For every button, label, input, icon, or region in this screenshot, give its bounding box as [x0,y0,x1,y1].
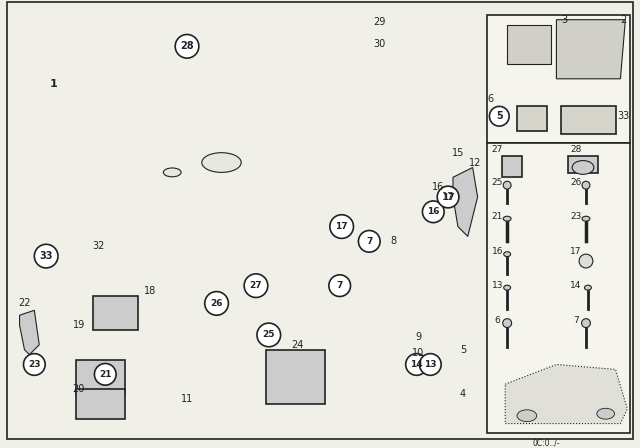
Text: 26: 26 [570,178,582,187]
Circle shape [35,244,58,268]
Ellipse shape [202,153,241,172]
Polygon shape [20,310,39,355]
Text: 7: 7 [366,237,372,246]
Bar [76,360,125,394]
Circle shape [24,353,45,375]
Text: 3: 3 [561,15,567,25]
Text: 21: 21 [492,212,503,221]
Text: 11: 11 [181,394,193,404]
Text: 5: 5 [460,345,466,355]
Circle shape [95,363,116,385]
Text: 7: 7 [573,316,579,325]
Text: 12: 12 [470,158,482,168]
Ellipse shape [504,285,511,290]
Polygon shape [35,30,438,306]
Text: 21: 21 [99,370,111,379]
Text: 25: 25 [262,331,275,340]
Text: 17: 17 [442,193,454,202]
Text: 28: 28 [180,41,194,52]
Text: 23: 23 [28,360,40,369]
Ellipse shape [584,285,591,290]
Text: 1: 1 [50,79,58,89]
Text: 13: 13 [424,360,436,369]
Circle shape [422,201,444,223]
Bar [568,155,598,173]
Bar [266,350,325,404]
Text: 28: 28 [570,145,582,154]
Text: 29: 29 [373,17,385,27]
Text: 33: 33 [617,111,630,121]
Text: 14: 14 [570,281,582,290]
Circle shape [175,34,199,58]
Circle shape [257,323,280,347]
Text: 13: 13 [492,281,503,290]
Polygon shape [453,168,477,237]
Text: 23: 23 [570,212,582,221]
Bar [76,389,125,418]
Ellipse shape [582,319,591,327]
Text: 19: 19 [72,320,84,330]
Text: 17: 17 [335,222,348,231]
Text: 22: 22 [18,298,31,308]
Text: 9: 9 [415,332,422,342]
Text: 6: 6 [495,316,500,325]
Ellipse shape [503,181,511,189]
Ellipse shape [504,252,511,257]
Circle shape [244,274,268,297]
Bar [93,296,138,330]
Polygon shape [556,20,625,79]
Circle shape [419,353,441,375]
Text: 10: 10 [412,348,424,358]
Text: 7: 7 [337,281,343,290]
Ellipse shape [517,410,537,422]
Bar [561,106,616,134]
Text: 32: 32 [92,241,104,251]
Text: 26: 26 [211,299,223,308]
Text: 4: 4 [460,389,466,399]
Text: 16: 16 [427,207,440,216]
Text: 8: 8 [391,237,397,246]
Ellipse shape [503,319,511,327]
Ellipse shape [597,408,614,419]
Text: 2: 2 [620,15,627,25]
Bar [517,106,547,131]
Text: 0C:0../-: 0C:0../- [532,438,561,448]
Text: 25: 25 [492,178,503,187]
Text: 17: 17 [442,192,454,202]
Ellipse shape [503,216,511,221]
Bar [488,143,630,433]
Ellipse shape [163,168,181,177]
Ellipse shape [572,160,594,174]
Bar [502,155,522,177]
Text: 15: 15 [452,148,464,158]
Text: 14: 14 [410,360,423,369]
Text: 16: 16 [492,247,503,256]
Text: 5: 5 [496,111,502,121]
Text: 30: 30 [373,39,385,49]
Circle shape [358,231,380,252]
Bar [488,15,630,143]
Circle shape [406,353,428,375]
Text: 18: 18 [145,285,157,296]
Ellipse shape [582,216,590,221]
Polygon shape [505,365,627,423]
Ellipse shape [579,254,593,268]
Text: 16: 16 [432,182,444,192]
Circle shape [437,186,459,208]
Circle shape [330,215,353,238]
Ellipse shape [582,181,590,189]
Text: 27: 27 [492,145,503,154]
Text: 27: 27 [250,281,262,290]
Circle shape [329,275,351,297]
Text: 17: 17 [570,247,582,256]
Text: 20: 20 [72,384,85,394]
Circle shape [205,292,228,315]
Text: 6: 6 [487,94,493,103]
Circle shape [490,106,509,126]
Text: 33: 33 [40,251,53,261]
Polygon shape [507,25,552,64]
Text: 24: 24 [291,340,303,350]
